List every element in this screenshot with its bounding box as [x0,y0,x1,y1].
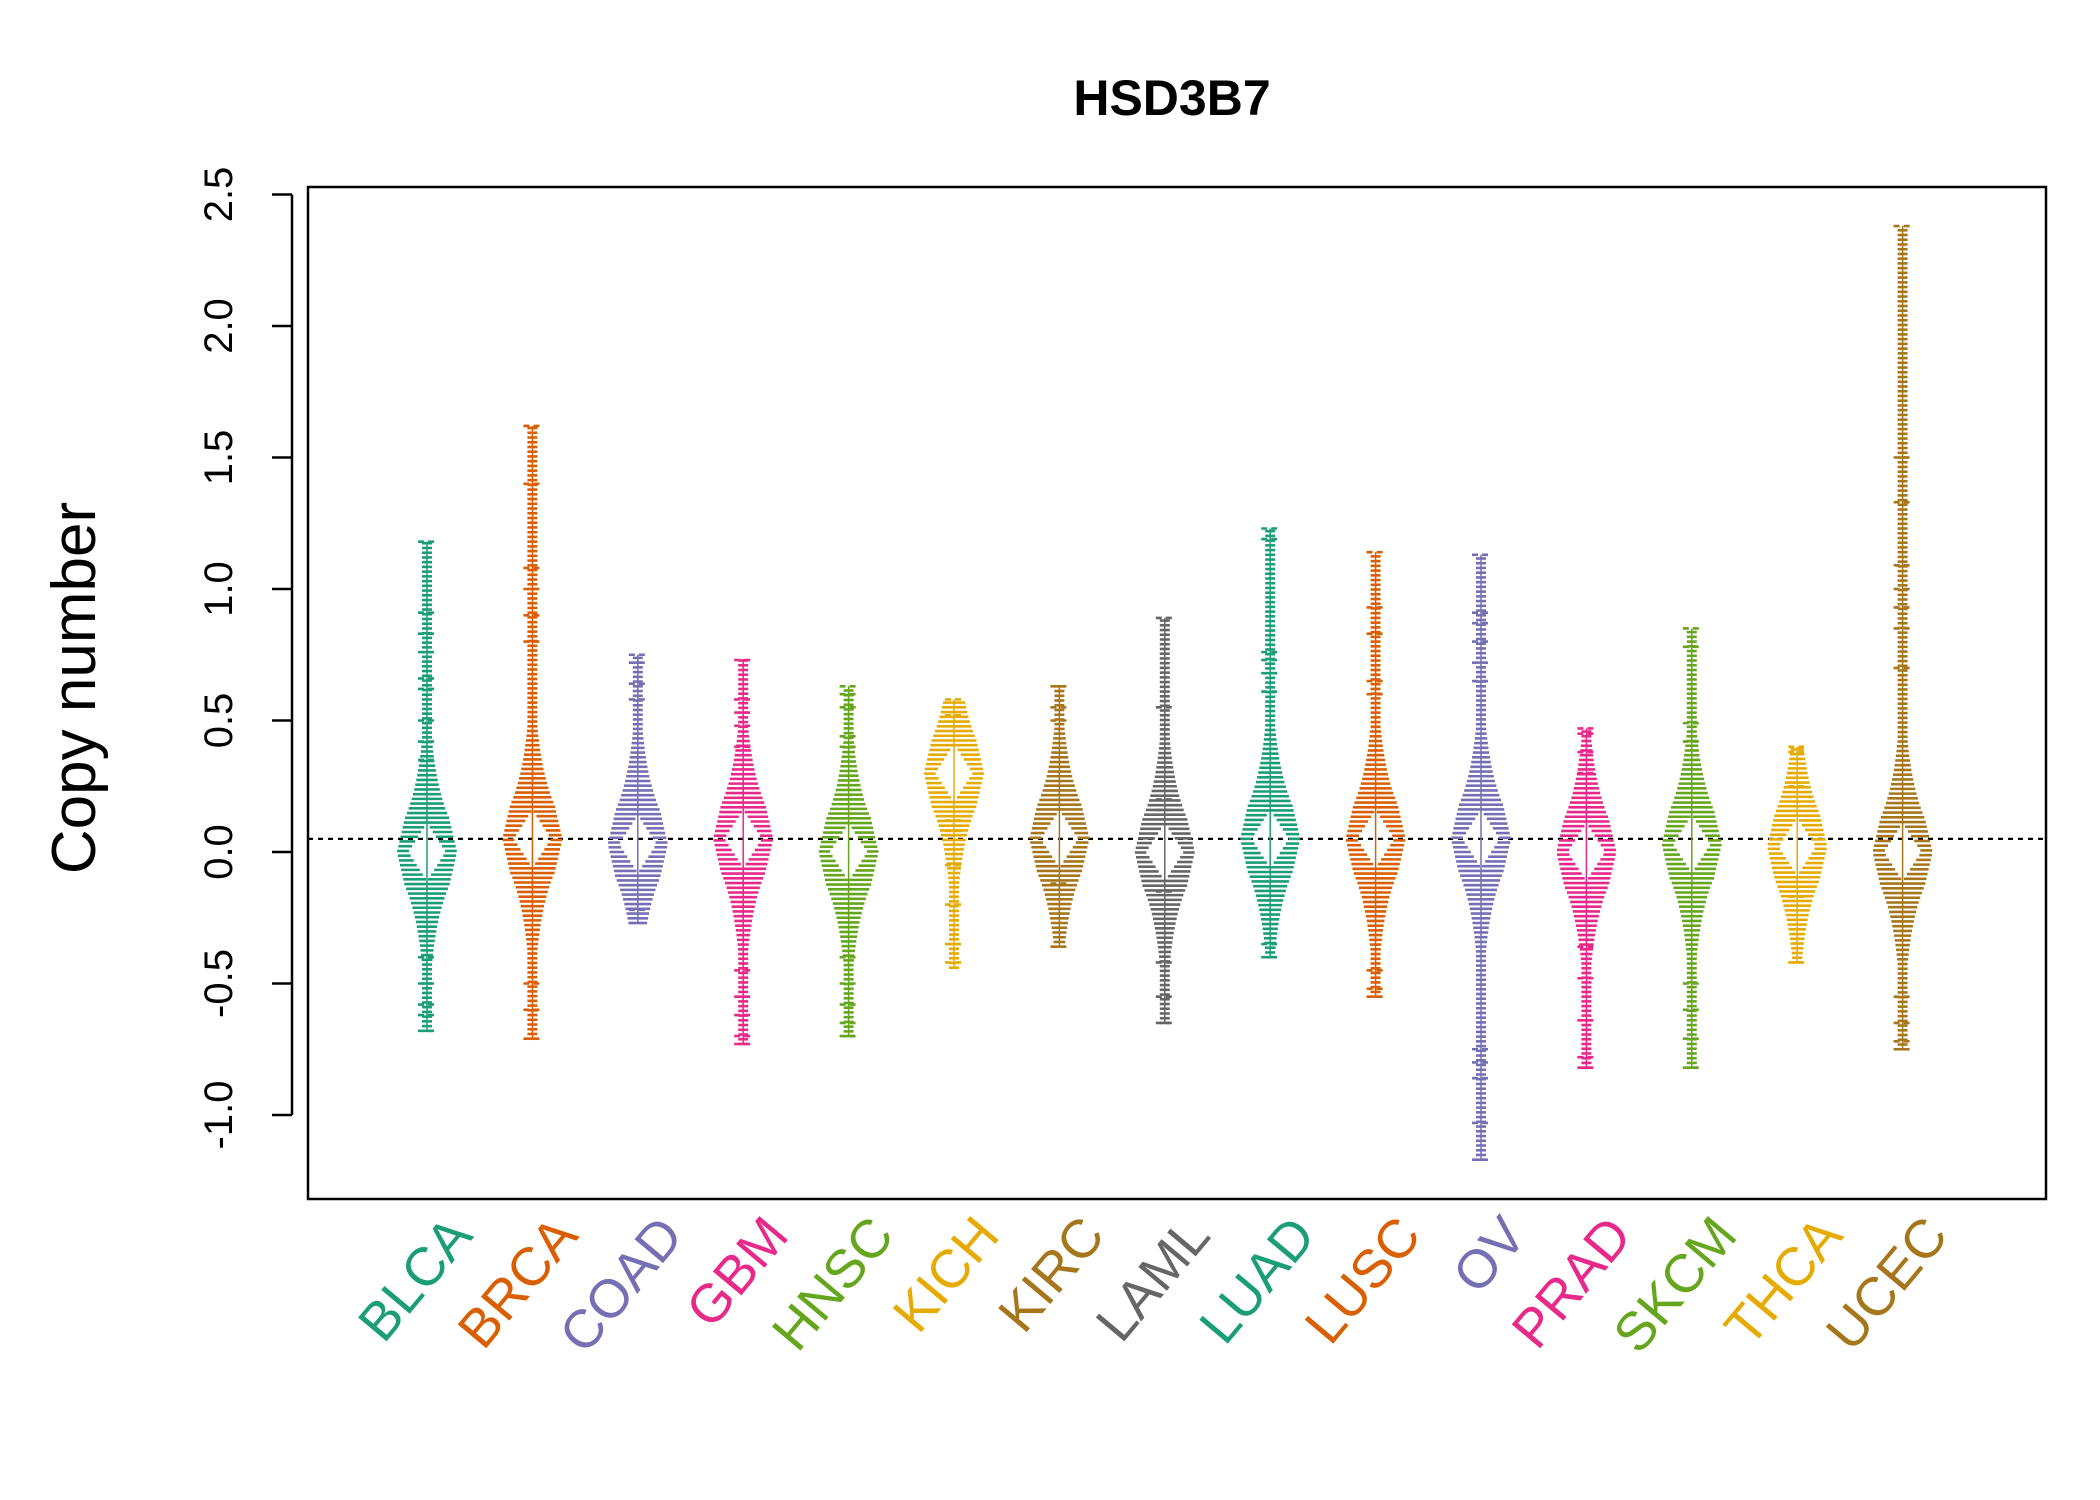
swarm-laml [1134,616,1195,1025]
x-tick-label-hnsc: HNSC [761,1206,905,1362]
y-tick-label: 2.0 [197,298,241,354]
swarm-kirc [1029,685,1090,948]
swarm-luad [1240,527,1301,959]
swarm-skcm [1662,627,1722,1069]
y-tick-label: 0.5 [197,693,241,749]
x-tick-label-lusc: LUSC [1294,1206,1433,1355]
y-axis: -1.0 -0.5 0.0 0.5 1.0 1.5 2.0 2.5 [197,167,294,1150]
swarms-group [397,224,1933,1162]
plot-frame [306,185,2048,1201]
swarm-coad [608,653,668,925]
swarm-ucec [1872,224,1933,1051]
y-tick-label: 1.0 [197,561,241,617]
swarm-thca [1767,745,1827,964]
chart-title: HSD3B7 [1073,70,1270,126]
swarm-brca [502,424,563,1041]
swarm-kich [924,698,984,970]
y-tick-label: 0.0 [197,824,241,880]
y-tick-label: 1.5 [197,430,241,486]
swarm-hnsc [818,685,879,1038]
x-tick-label-laml: LAML [1085,1206,1222,1353]
swarm-prad [1556,727,1616,1069]
swarm-gbm [713,658,773,1046]
x-tick-label-ucec: UCEC [1815,1206,1959,1362]
x-tick-label-luad: LUAD [1188,1206,1327,1355]
y-tick-label: 2.5 [197,167,241,223]
x-tick-label-kich: KICH [882,1206,1011,1343]
swarm-lusc [1345,550,1406,998]
y-axis-label: Copy number [40,502,109,874]
swarm-ov [1451,553,1511,1162]
y-tick-label: -1.0 [197,1081,241,1150]
x-tick-label-ov: OV [1441,1206,1537,1304]
swarm-blca [397,540,457,1033]
y-tick-label: -0.5 [197,949,241,1018]
